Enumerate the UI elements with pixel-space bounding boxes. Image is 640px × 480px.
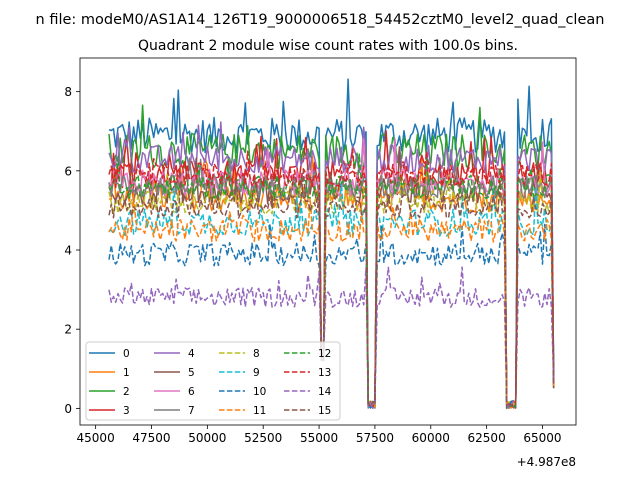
series-line-13 [108, 148, 555, 409]
chart-title: Quadrant 2 module wise count rates with … [138, 38, 518, 54]
legend-item-13: 13 [284, 367, 331, 379]
series-line-11 [108, 192, 555, 409]
series-line-10 [108, 223, 555, 409]
series-line-14 [108, 266, 555, 409]
series-line-12 [108, 153, 555, 409]
legend-item-5: 5 [154, 367, 195, 379]
x-tick-label: 45000 [77, 431, 115, 445]
legend-item-7: 7 [154, 405, 195, 417]
series-line-15 [108, 170, 555, 410]
legend-item-4: 4 [154, 348, 195, 360]
legend-label: 4 [188, 348, 195, 360]
x-tick-label: 60000 [412, 431, 450, 445]
legend-item-1: 1 [89, 367, 130, 379]
legend-item-12: 12 [284, 348, 331, 360]
y-axis: 0 2 4 6 8 [64, 85, 80, 416]
legend-label: 15 [318, 405, 331, 417]
legend-label: 0 [123, 348, 130, 360]
legend-label: 6 [188, 386, 195, 398]
legend-item-0: 0 [89, 348, 130, 360]
legend-item-6: 6 [154, 386, 195, 398]
legend-box [85, 341, 341, 421]
legend-label: 12 [318, 348, 331, 360]
legend-item-15: 15 [284, 405, 331, 417]
x-tick-label: 52500 [244, 431, 282, 445]
legend-item-11: 11 [219, 405, 266, 417]
series-lines [108, 78, 555, 410]
legend-label: 1 [123, 367, 130, 379]
y-tick-label: 8 [64, 85, 72, 99]
legend-label: 7 [188, 405, 195, 417]
legend-label: 9 [253, 367, 260, 379]
plot-area [79, 57, 577, 426]
legend-label: 5 [188, 367, 195, 379]
x-offset-label: +4.987e8 [517, 455, 576, 469]
plot-frame [79, 57, 577, 426]
y-tick-label: 2 [64, 323, 72, 337]
x-axis: 45000 47500 50000 52500 55000 57500 60000 62500… [77, 425, 562, 445]
x-tick-label: 47500 [132, 431, 170, 445]
y-tick-label: 4 [64, 244, 72, 258]
x-tick-label: 50000 [188, 431, 226, 445]
legend-label: 14 [318, 386, 332, 398]
legend-item-14: 14 [284, 386, 332, 398]
series-line-5 [108, 146, 555, 408]
series-line-2 [108, 104, 555, 410]
x-tick-label: 57500 [356, 431, 394, 445]
legend-label: 13 [318, 367, 331, 379]
legend-item-9: 9 [219, 367, 260, 379]
series-line-4 [108, 121, 555, 409]
legend-item-10: 10 [219, 386, 266, 398]
x-tick-label: 55000 [300, 431, 338, 445]
x-tick-label: 62500 [468, 431, 506, 445]
legend-item-3: 3 [89, 405, 130, 417]
legend-label: 10 [253, 386, 266, 398]
legend-label: 11 [253, 405, 266, 417]
legend-label: 2 [123, 386, 130, 398]
x-tick-label: 65000 [523, 431, 561, 445]
legend-item-2: 2 [89, 386, 130, 398]
suptitle: n file: modeM0/AS1A14_126T19_9000006518_… [36, 12, 605, 28]
legend-label: 8 [253, 348, 260, 360]
y-tick-label: 0 [64, 402, 72, 416]
y-tick-label: 6 [64, 164, 72, 178]
legend-item-8: 8 [219, 348, 260, 360]
legend-label: 3 [123, 405, 130, 417]
